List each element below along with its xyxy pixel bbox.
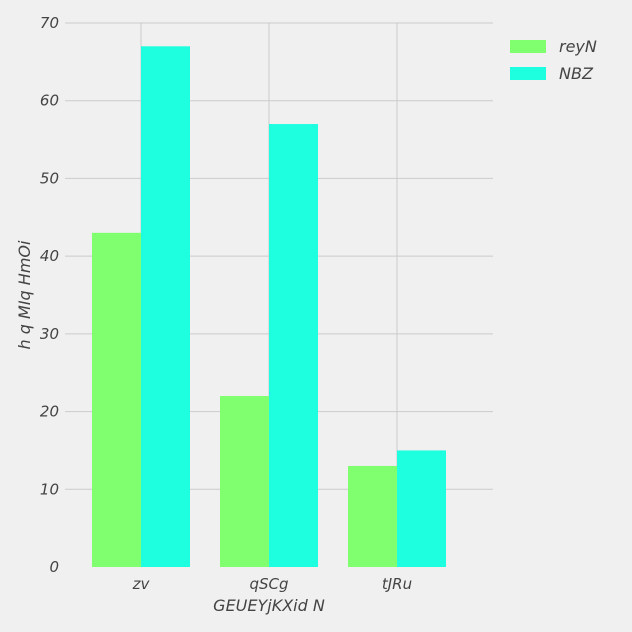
y-tick-label: 70 (40, 14, 59, 32)
y-tick-label: 0 (49, 558, 59, 576)
legend-label-NBZ: NBZ (559, 64, 594, 83)
legend: reyN NBZ (510, 37, 597, 83)
x-tick-label: zv (132, 575, 151, 593)
legend-label-reyN: reyN (559, 37, 597, 56)
x-tick-label: qSCg (249, 575, 288, 593)
y-tick-label: 10 (40, 480, 59, 498)
bar-reyN-zv (92, 232, 141, 568)
y-tick-labels: 0 10 20 30 40 50 60 70 (40, 14, 59, 576)
bar-reyN-qSCg (220, 396, 269, 567)
legend-swatch-reyN (510, 40, 546, 53)
bar-NBZ-tJRu (397, 450, 446, 567)
bar-NBZ-qSCg (269, 124, 318, 568)
y-tick-label: 30 (40, 325, 59, 343)
x-tick-labels: zv qSCg tJRu (132, 575, 413, 593)
y-tick-label: 50 (40, 169, 59, 187)
y-tick-label: 60 (40, 92, 59, 110)
x-axis-label: GEUEYjKXid N (213, 596, 325, 615)
legend-swatch-NBZ (510, 67, 546, 80)
x-tick-label: tJRu (382, 575, 412, 593)
bar-reyN-tJRu (348, 465, 397, 567)
y-tick-label: 40 (40, 247, 59, 265)
bar-NBZ-zv (141, 46, 190, 568)
y-axis-label: h q MIq HmOi (15, 240, 34, 349)
bars (92, 46, 446, 568)
y-tick-label: 20 (40, 403, 59, 421)
